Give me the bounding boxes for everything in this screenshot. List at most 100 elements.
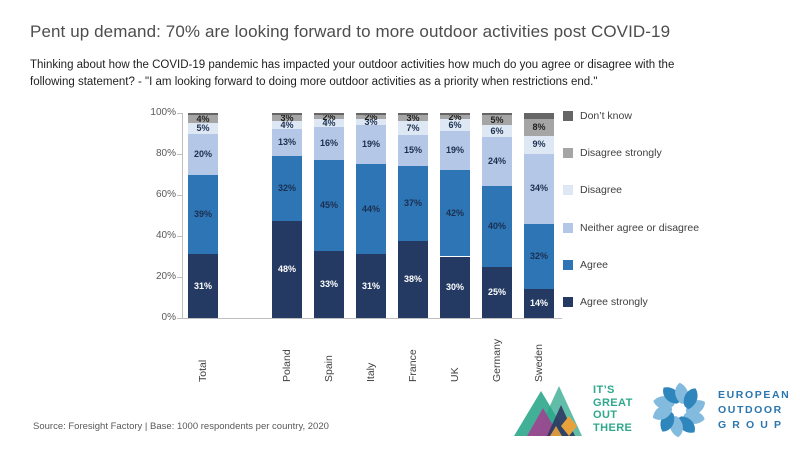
segment-disagree-strongly: 5% <box>482 115 512 126</box>
legend-swatch-icon <box>563 222 573 233</box>
its-great-out-there-logo: IT’S GREAT OUT THERE <box>514 384 633 438</box>
y-tick-mark <box>177 236 182 237</box>
legend-label: Disagree <box>580 184 623 197</box>
segment-neither-agree-or-disagree: 16% <box>314 127 344 160</box>
x-axis-label-total: Total <box>197 359 209 382</box>
x-axis-label-italy: Italy <box>365 362 377 382</box>
segment-agree: 32% <box>524 223 554 290</box>
chart-subtitle: Thinking about how the COVID-19 pandemic… <box>30 57 760 90</box>
eog-line-3: G R O U P <box>718 418 783 431</box>
segment-don-t-know <box>440 113 470 116</box>
y-tick-label: 0% <box>161 312 176 323</box>
segment-neither-agree-or-disagree: 19% <box>440 131 470 171</box>
value-label: 7% <box>406 122 420 133</box>
segment-disagree: 3% <box>356 116 386 127</box>
bar-sweden: 14% 32% 34% 9% 8% <box>524 113 554 318</box>
y-tick-label: 40% <box>155 230 176 241</box>
bar-france: 38% 37% 15% 7% 3% <box>398 113 428 318</box>
y-tick-mark <box>177 113 182 114</box>
igot-logo-text: IT’S GREAT OUT THERE <box>593 384 633 434</box>
segment-neither-agree-or-disagree: 20% <box>188 133 218 175</box>
bar-total: 31% 39% 20% 5% 4% <box>188 113 218 318</box>
x-axis-line <box>182 318 562 319</box>
eog-logo-text: EUROPEAN OUTDOOR G R O U P <box>718 388 790 433</box>
value-label: 19% <box>445 145 464 156</box>
value-label: 32% <box>529 250 548 261</box>
legend-label: Agree <box>580 258 609 271</box>
segment-disagree: 6% <box>440 119 470 132</box>
value-label: 48% <box>277 263 296 274</box>
value-label: 4% <box>322 117 336 128</box>
bar-uk: 30% 42% 19% 6% 2% <box>440 112 470 318</box>
value-label: 39% <box>193 208 212 219</box>
segment-agree-strongly: 31% <box>356 254 386 318</box>
igot-line-3: OUT <box>593 409 618 421</box>
segment-agree: 32% <box>272 155 302 221</box>
eog-line-1: EUROPEAN <box>718 388 791 401</box>
segment-disagree: 5% <box>188 122 218 134</box>
value-label: 3% <box>280 112 294 123</box>
value-label: 16% <box>319 137 338 148</box>
legend-swatch-icon <box>563 259 573 270</box>
x-axis-label-spain: Spain <box>323 355 335 382</box>
value-label: 45% <box>319 199 338 210</box>
legend-label: Agree strongly <box>580 295 648 308</box>
segment-don-t-know <box>356 113 386 116</box>
segment-agree-strongly: 38% <box>398 240 428 318</box>
segment-disagree-strongly: 3% <box>398 112 428 123</box>
segment-disagree-strongly: 2% <box>314 112 344 121</box>
segment-neither-agree-or-disagree: 34% <box>524 154 554 224</box>
value-label: 3% <box>406 112 420 123</box>
segment-agree-strongly: 14% <box>524 289 554 318</box>
y-tick-label: 20% <box>155 271 176 282</box>
value-label: 42% <box>445 207 464 218</box>
legend-swatch-icon <box>563 148 573 159</box>
value-label: 32% <box>277 182 296 193</box>
legend-swatch-icon <box>563 111 573 121</box>
segment-disagree: 6% <box>482 125 512 138</box>
x-axis-label-france: France <box>407 349 419 382</box>
value-label: 5% <box>196 122 210 133</box>
legend-item-don-t-know: Don’t know <box>563 110 699 122</box>
segment-agree-strongly: 31% <box>188 254 218 318</box>
x-axis-label-poland: Poland <box>281 349 293 382</box>
value-label: 30% <box>445 281 464 292</box>
bar-spain: 33% 45% 16% 4% 2% <box>314 112 344 318</box>
value-label: 31% <box>193 280 212 291</box>
segment-agree-strongly: 30% <box>440 256 470 318</box>
value-label: 4% <box>280 119 294 130</box>
segment-agree-strongly: 25% <box>482 267 512 318</box>
value-label: 33% <box>319 279 338 289</box>
legend-label: Don’t know <box>580 110 632 122</box>
value-label: 37% <box>403 197 422 208</box>
y-tick-label: 100% <box>150 107 176 118</box>
segment-neither-agree-or-disagree: 19% <box>356 125 386 165</box>
value-label: 3% <box>364 116 378 127</box>
segment-don-t-know <box>524 113 554 120</box>
chart-legend: Don’t know Disagree strongly Disagree Neith… <box>563 110 699 308</box>
y-tick-mark <box>177 277 182 278</box>
legend-item-disagree-strongly: Disagree strongly <box>563 147 699 159</box>
segment-neither-agree-or-disagree: 24% <box>482 137 512 187</box>
segment-disagree-strongly: 8% <box>524 119 554 136</box>
segment-disagree-strongly: 2% <box>356 111 386 122</box>
value-label: 34% <box>529 183 548 194</box>
pinwheel-logo-icon <box>652 382 706 438</box>
y-tick-mark <box>177 318 182 319</box>
segment-agree: 40% <box>482 186 512 268</box>
legend-label: Disagree strongly <box>580 147 662 160</box>
subtitle-line-2: following statement? - "I am looking for… <box>30 75 598 88</box>
y-tick-label: 60% <box>155 189 176 200</box>
segment-agree: 45% <box>314 159 344 251</box>
pinwheel-petal <box>683 388 698 410</box>
legend-swatch-icon <box>563 185 573 196</box>
segment-don-t-know <box>482 113 512 116</box>
bar-italy: 31% 44% 19% 3% 2% <box>356 111 386 318</box>
value-label: 44% <box>361 203 380 214</box>
value-label: 2% <box>364 111 378 122</box>
segment-don-t-know <box>314 113 344 116</box>
segment-agree: 39% <box>188 174 218 255</box>
y-axis-line <box>182 113 183 319</box>
legend-item-neither-agree-or-disagree: Neither agree or disagree <box>563 222 699 234</box>
